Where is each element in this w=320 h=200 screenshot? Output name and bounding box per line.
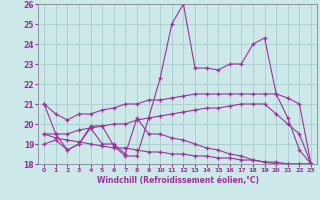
X-axis label: Windchill (Refroidissement éolien,°C): Windchill (Refroidissement éolien,°C) (97, 176, 259, 185)
